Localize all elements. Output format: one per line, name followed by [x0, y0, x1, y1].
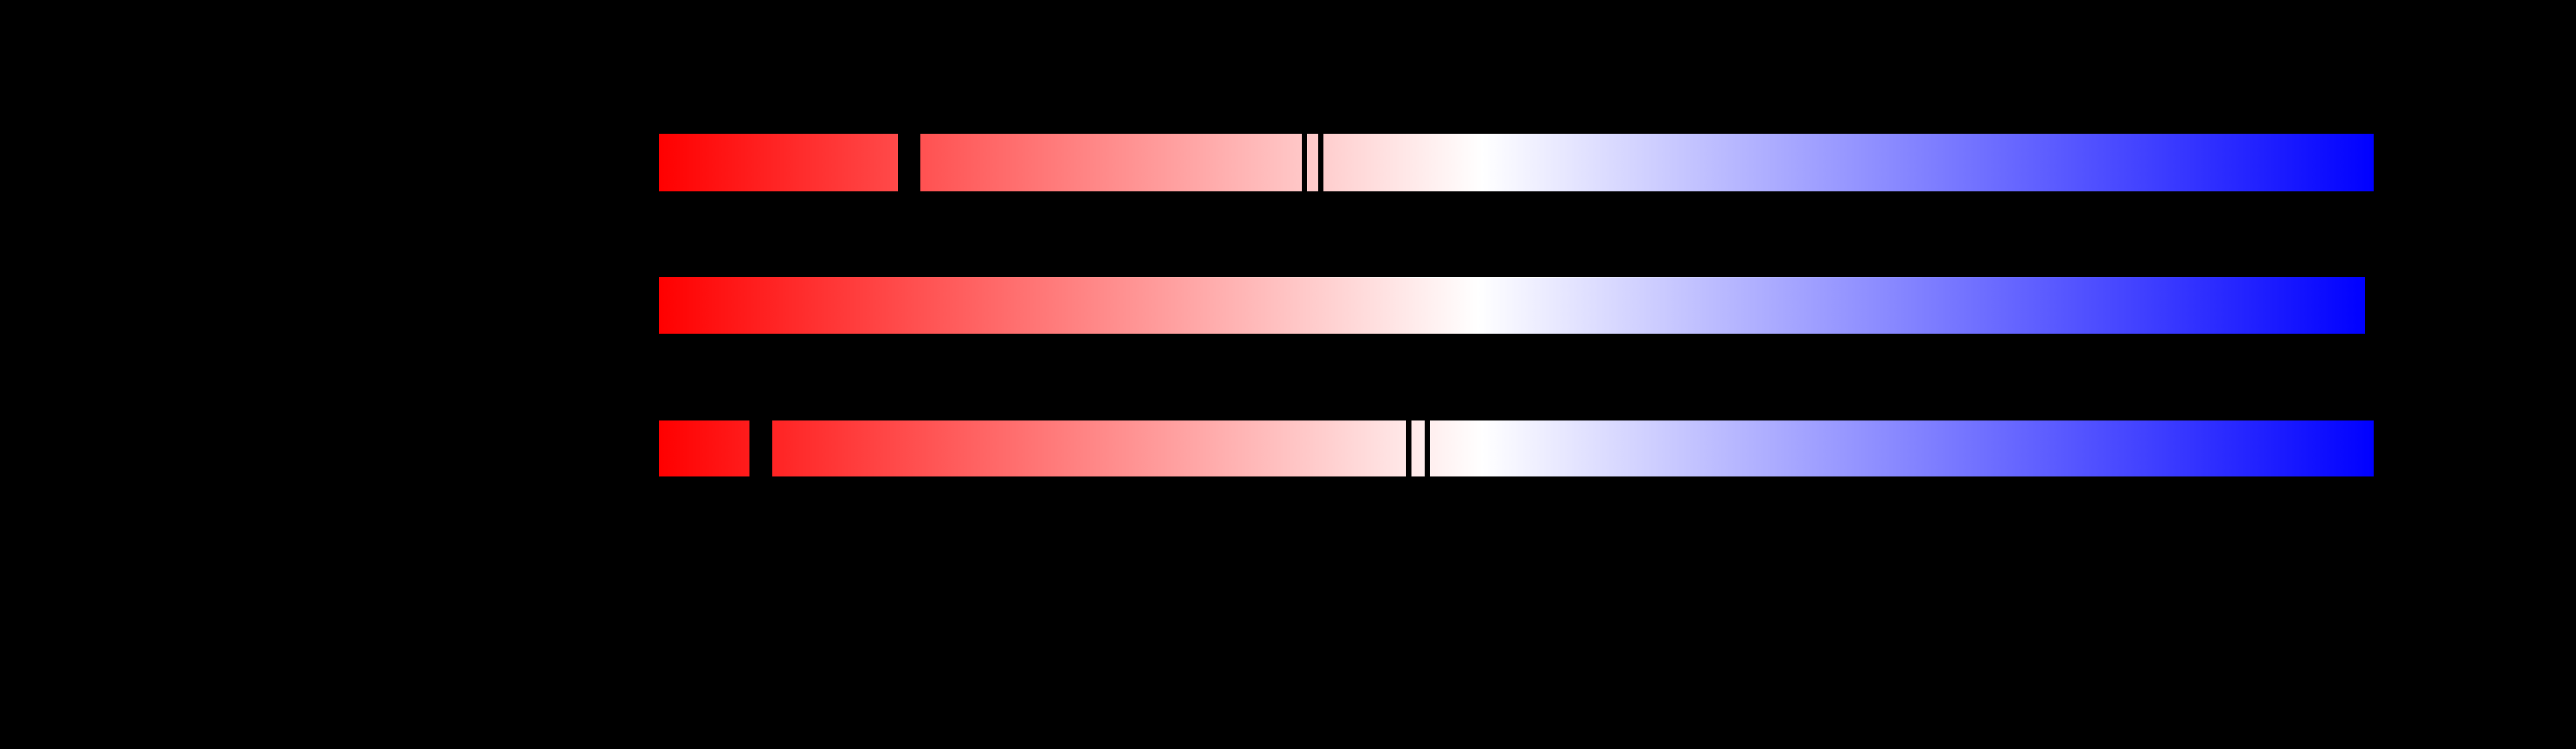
interval-mark	[1318, 133, 1323, 192]
gradient-bar-2	[659, 277, 2365, 334]
interval-mark	[1425, 420, 1430, 477]
interval-mark	[1406, 420, 1411, 477]
gradient-bar-1	[659, 133, 2374, 192]
gradient-bar-3	[659, 420, 2374, 477]
interval-mark	[1302, 133, 1307, 192]
interval-mark	[898, 133, 920, 192]
interval-mark	[749, 420, 772, 477]
